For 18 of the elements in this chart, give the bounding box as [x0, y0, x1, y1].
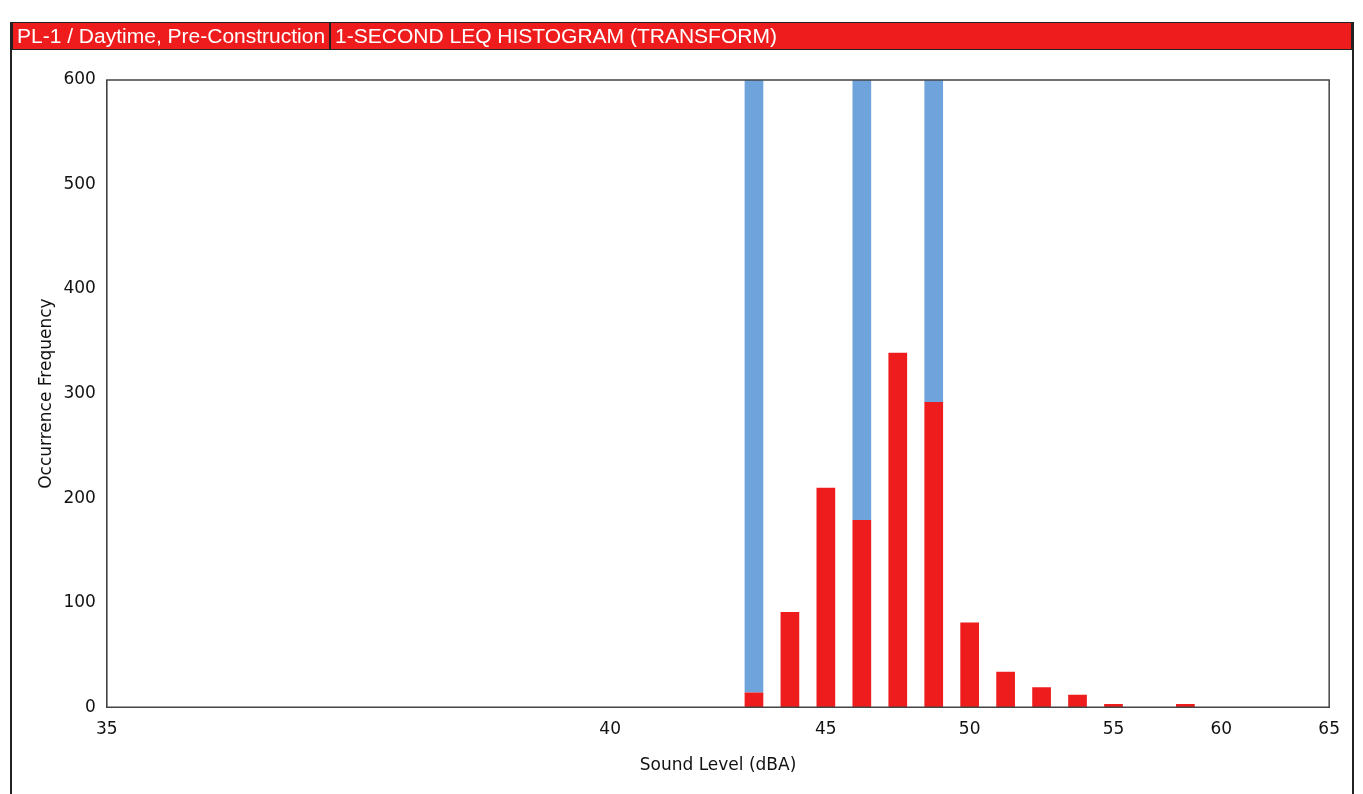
x-tick-label: 40	[599, 717, 621, 738]
y-tick-label: 300	[63, 382, 96, 403]
y-tick-label: 200	[63, 486, 96, 507]
chart-title: PL-1 / Daytime, Pre-Construction	[13, 23, 332, 49]
y-tick-label: 400	[63, 277, 96, 298]
x-tick-label: 65	[1318, 717, 1340, 738]
x-axis-title: Sound Level (dBA)	[639, 754, 797, 775]
x-tick-label: 50	[958, 717, 981, 738]
y-tick-label: 500	[63, 172, 96, 193]
x-tick-label: 35	[96, 717, 118, 738]
chart-subtitle: 1-SECOND LEQ HISTOGRAM (TRANSFORM)	[334, 23, 778, 49]
x-tick-label: 60	[1210, 717, 1233, 738]
y-tick-label: 600	[63, 68, 96, 89]
x-tick-label: 45	[815, 717, 837, 738]
x-tick-label: 55	[1102, 717, 1125, 738]
y-tick-label: 0	[85, 695, 96, 716]
y-tick-label: 100	[63, 591, 96, 612]
y-axis-title: Occurrence Frequency	[34, 298, 55, 489]
